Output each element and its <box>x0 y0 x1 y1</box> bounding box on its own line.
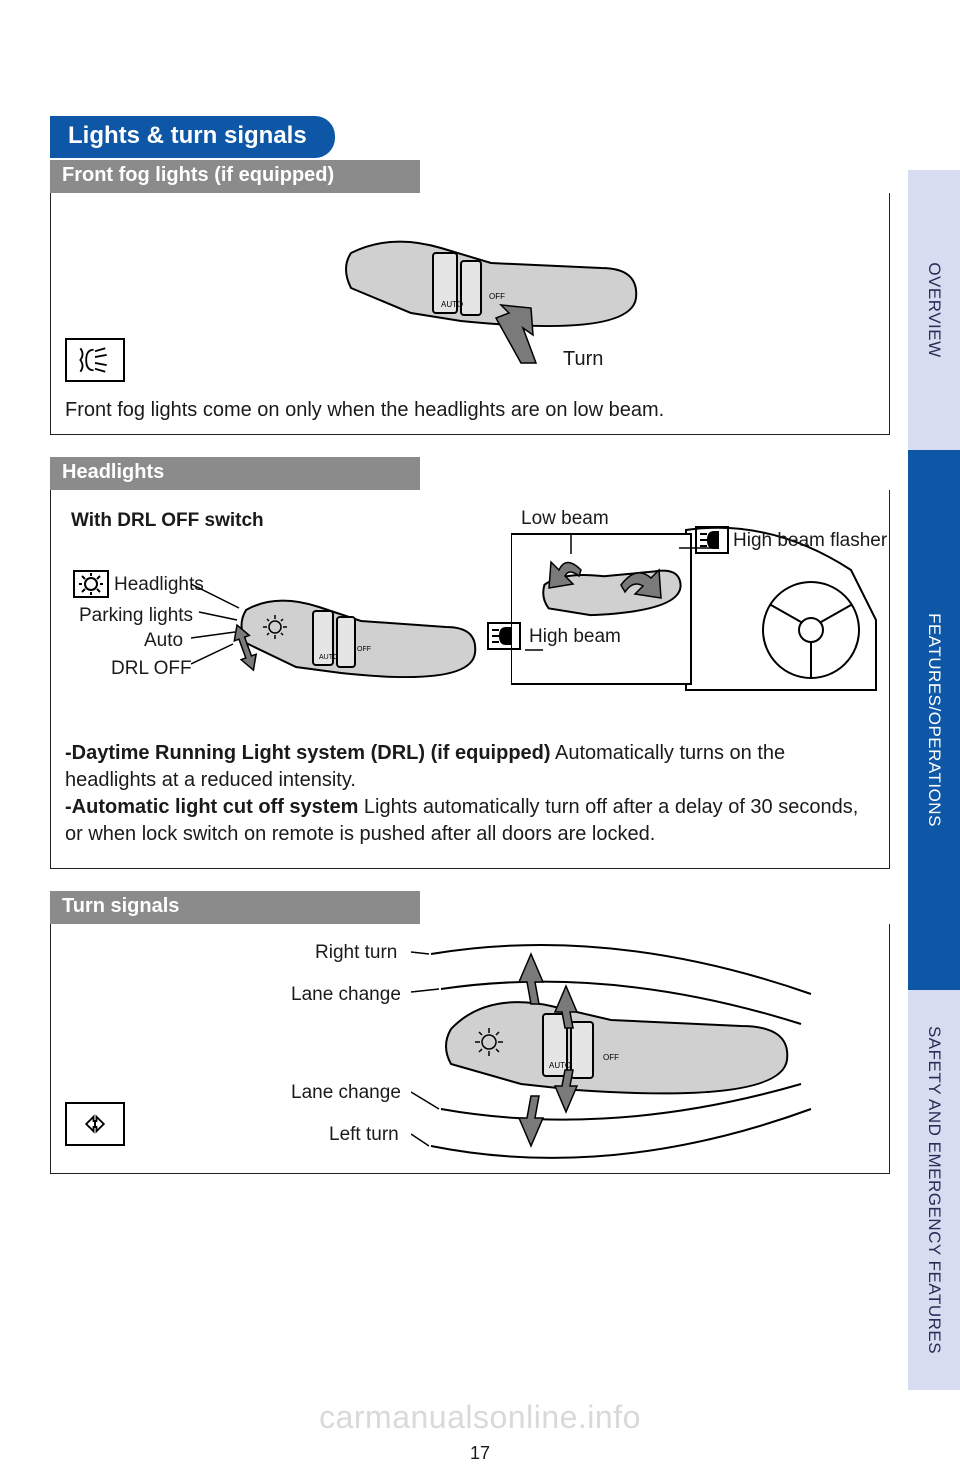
high-beam-flasher-icon <box>695 526 729 554</box>
label-high-beam: High beam <box>529 626 621 648</box>
headlights-body: -Daytime Running Light system (DRL) (if … <box>51 730 889 864</box>
with-drl-label: With DRL OFF switch <box>71 510 264 532</box>
high-beam-icon <box>487 622 521 650</box>
label-high-beam-flasher: High beam flasher <box>733 530 887 552</box>
label-lane-change-down: Lane change <box>291 1082 401 1104</box>
svg-text:AUTO: AUTO <box>441 300 463 309</box>
section-box-fog: AUTO OFF Turn <box>50 193 890 435</box>
label-left-turn: Left turn <box>329 1124 399 1146</box>
fog-note: Front fog lights come on only when the h… <box>51 393 889 422</box>
section-box-turnsignals: Right turn Lane change Lane change Left … <box>50 924 890 1174</box>
svg-text:OFF: OFF <box>489 292 505 301</box>
tab-features-label: FEATURES/OPERATIONS <box>924 613 944 827</box>
section-header-fog: Front fog lights (if equipped) <box>50 160 420 193</box>
label-parking: Parking lights <box>79 605 193 627</box>
page-title: Lights & turn signals <box>50 116 335 158</box>
svg-text:OFF: OFF <box>603 1053 619 1062</box>
tab-safety[interactable]: SAFETY AND EMERGENCY FEATURES <box>908 990 960 1390</box>
tab-overview-label: OVERVIEW <box>924 262 944 357</box>
svg-text:AUTO: AUTO <box>549 1061 571 1070</box>
label-lane-change-up: Lane change <box>291 984 401 1006</box>
section-header-turnsignals: Turn signals <box>50 891 420 924</box>
section-header-headlights: Headlights <box>50 457 420 490</box>
headlight-icon <box>73 570 109 598</box>
label-low-beam: Low beam <box>521 508 609 530</box>
side-tabs: OVERVIEW FEATURES/OPERATIONS SAFETY AND … <box>908 0 960 1484</box>
auto-lead: -Automatic light cut off system <box>65 796 358 818</box>
label-drl-off: DRL OFF <box>111 658 192 680</box>
turn-signal-icon <box>65 1102 125 1146</box>
svg-text:AUTO: AUTO <box>319 654 339 661</box>
watermark: carmanualsonline.info <box>319 1399 641 1436</box>
label-right-turn: Right turn <box>315 942 397 964</box>
headlight-stalk-diagram: AUTO OFF <box>231 575 481 720</box>
tab-features[interactable]: FEATURES/OPERATIONS <box>908 450 960 990</box>
fog-turn-label: Turn <box>563 348 603 371</box>
tab-overview[interactable]: OVERVIEW <box>908 170 960 450</box>
tab-safety-label: SAFETY AND EMERGENCY FEATURES <box>924 1026 944 1354</box>
turnsignal-stalk-diagram: AUTO OFF <box>411 934 831 1169</box>
label-auto: Auto <box>144 630 183 652</box>
drl-lead: -Daytime Running Light system (DRL) (if … <box>65 742 551 764</box>
svg-text:OFF: OFF <box>357 646 371 653</box>
section-box-headlights: With DRL OFF switch Headlights Parking l… <box>50 490 890 869</box>
page-number: 17 <box>470 1443 490 1464</box>
fog-light-icon <box>65 338 125 382</box>
